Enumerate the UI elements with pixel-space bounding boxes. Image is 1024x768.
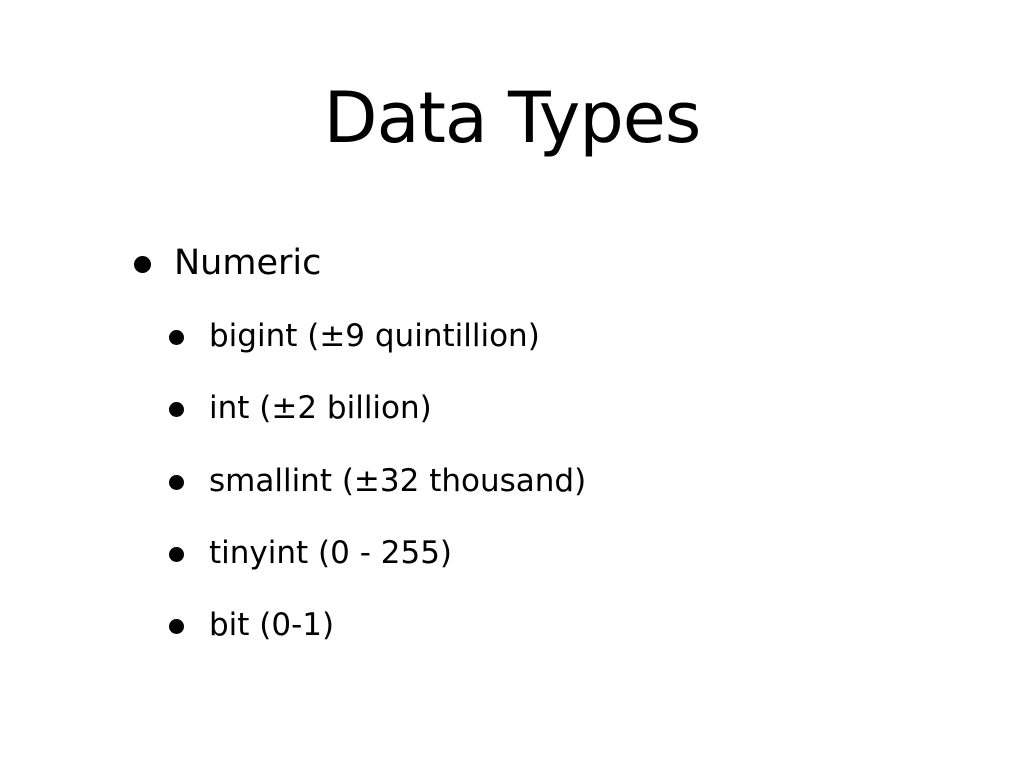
- bullet-dot-icon: [169, 619, 184, 634]
- bullet-label: tinyint (0 - 255): [209, 535, 453, 571]
- slide-title: Data Types: [323, 77, 702, 159]
- bullet-label: int (±2 billion): [209, 390, 432, 426]
- bullet-dot-icon: [169, 475, 184, 490]
- bullet-dot-icon: [169, 402, 184, 417]
- bullet-label: bigint (±9 quintillion): [209, 318, 540, 354]
- bullet-label: smallint (±32 thousand): [209, 463, 587, 499]
- bullet-label: Numeric: [174, 243, 322, 283]
- bullet-dot-icon: [169, 547, 184, 562]
- bullet-dot-icon: [169, 330, 184, 345]
- bullet-dot-icon: [134, 256, 151, 273]
- bullet-label: bit (0-1): [209, 607, 335, 643]
